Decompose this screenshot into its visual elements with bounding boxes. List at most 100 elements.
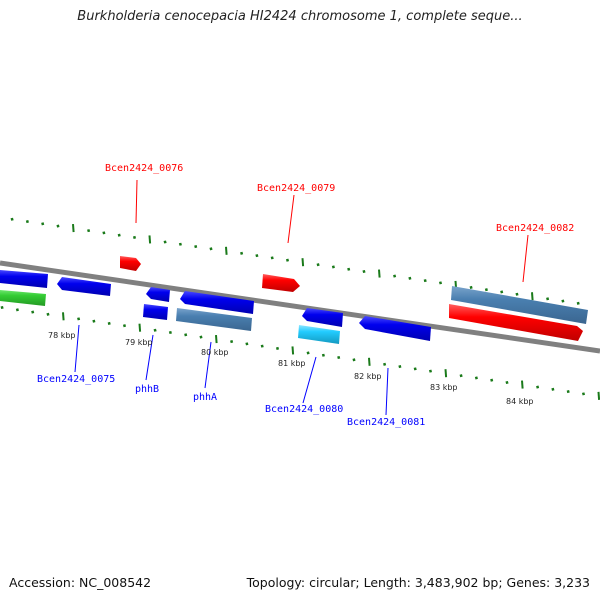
scale-label: 83 kbp	[430, 383, 458, 392]
label-leader	[135, 179, 138, 224]
accession: Accession: NC_008542	[9, 575, 152, 590]
gene-bcen2424-0082-cds[interactable]	[449, 304, 583, 341]
minor-tick	[438, 281, 443, 285]
minor-tick	[184, 333, 188, 337]
major-tick	[531, 292, 534, 301]
gene-phha-cds[interactable]	[176, 308, 252, 331]
label-leader	[204, 341, 212, 389]
minor-tick	[245, 342, 249, 346]
minor-tick	[500, 290, 504, 294]
scale-label: 82 kbp	[354, 372, 382, 381]
minor-tick	[484, 288, 488, 292]
minor-tick	[102, 231, 106, 235]
label-leader	[145, 334, 154, 381]
gene-phhb[interactable]	[146, 287, 170, 302]
minor-tick	[0, 305, 4, 310]
gene-bcen2424-0080[interactable]	[302, 308, 343, 327]
minor-tick	[536, 385, 540, 389]
scale-label: 79 kbp	[125, 338, 153, 347]
minor-tick	[31, 310, 35, 314]
minor-tick	[77, 317, 81, 321]
minor-tick	[337, 355, 341, 360]
minor-tick	[362, 269, 366, 274]
gene-bcen2424-0082[interactable]	[451, 286, 588, 324]
genome-stats: Topology: circular; Length: 3,483,902 bp…	[246, 575, 590, 590]
minor-tick	[240, 251, 244, 255]
major-tick	[378, 269, 381, 278]
major-tick	[215, 335, 218, 344]
label-leader	[522, 234, 529, 283]
minor-tick	[275, 346, 280, 350]
minor-tick	[25, 219, 29, 224]
gene-bcen2424-0075[interactable]	[57, 277, 111, 296]
minor-tick	[566, 390, 570, 394]
minor-tick	[285, 258, 290, 262]
major-tick	[368, 357, 371, 366]
minor-tick	[576, 301, 580, 305]
gene-phhb-cds[interactable]	[143, 304, 168, 320]
gene-phha[interactable]	[180, 291, 254, 314]
minor-tick	[41, 222, 45, 226]
major-tick	[521, 380, 524, 389]
label-bcen2424-0075[interactable]: Bcen2424_0075	[37, 374, 115, 385]
scale-label: 80 kbp	[201, 348, 229, 357]
minor-tick	[15, 308, 19, 312]
minor-tick	[260, 344, 264, 348]
minor-tick	[153, 328, 157, 332]
label-bcen2424-0080[interactable]: Bcen2424_0080	[265, 404, 343, 415]
minor-tick	[515, 292, 519, 296]
major-tick	[72, 224, 75, 233]
minor-tick	[56, 224, 60, 228]
major-tick	[62, 312, 65, 321]
minor-tick	[168, 330, 172, 335]
minor-tick	[132, 235, 137, 239]
label-bcen2424-0076[interactable]: Bcen2424_0076	[105, 163, 183, 174]
minor-tick	[10, 217, 14, 221]
major-tick	[138, 323, 142, 332]
label-bcen2424-0082[interactable]: Bcen2424_0082	[496, 223, 574, 234]
minor-tick	[347, 267, 351, 271]
minor-tick	[459, 374, 463, 378]
label-phhb[interactable]: phhB	[135, 384, 159, 395]
gene-bcen2424-0081[interactable]	[359, 316, 431, 341]
label-leader	[385, 367, 389, 416]
gene-bcen2424-0076[interactable]	[120, 256, 141, 271]
minor-tick	[398, 365, 402, 369]
label-phha[interactable]: phhA	[193, 392, 217, 403]
minor-tick	[408, 276, 412, 280]
minor-tick	[428, 369, 433, 373]
minor-tick	[199, 335, 203, 339]
backbone	[0, 260, 600, 354]
minor-tick	[413, 367, 417, 371]
major-tick	[148, 235, 152, 244]
label-bcen2424-0081[interactable]: Bcen2424_0081	[347, 417, 425, 428]
minor-tick	[122, 324, 127, 328]
major-tick	[301, 258, 305, 267]
minor-tick	[163, 240, 167, 244]
gene-left-blue[interactable]	[0, 270, 48, 288]
minor-tick	[107, 321, 111, 325]
minor-tick	[321, 353, 325, 357]
label-leader	[74, 324, 80, 373]
minor-tick	[551, 387, 555, 391]
minor-tick	[505, 380, 509, 385]
minor-tick	[546, 297, 550, 301]
minor-tick	[561, 299, 565, 303]
label-leader	[287, 194, 295, 244]
minor-tick	[316, 263, 320, 267]
label-leader	[302, 356, 317, 404]
major-tick	[444, 369, 448, 378]
minor-tick	[474, 376, 478, 380]
minor-tick	[194, 244, 198, 249]
gene-bcen2424-0079[interactable]	[262, 274, 300, 292]
minor-tick	[87, 229, 91, 233]
minor-tick	[469, 285, 473, 289]
label-bcen2424-0079[interactable]: Bcen2424_0079	[257, 183, 335, 194]
gene-left-green[interactable]	[0, 290, 46, 306]
minor-tick	[423, 279, 427, 283]
minor-tick	[117, 233, 121, 237]
gene-bcen2424-0080-cds[interactable]	[298, 325, 340, 344]
minor-tick	[352, 358, 356, 362]
